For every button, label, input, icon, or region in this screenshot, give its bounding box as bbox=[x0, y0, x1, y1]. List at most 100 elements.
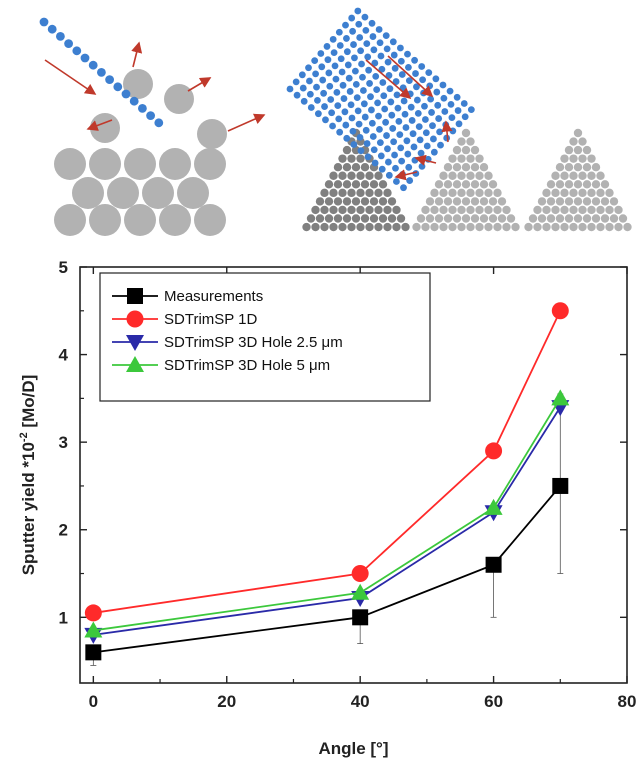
ion-particle bbox=[400, 97, 408, 105]
pyramid-particle bbox=[564, 214, 574, 223]
ion-particle bbox=[392, 78, 400, 85]
ion-particle bbox=[350, 41, 357, 48]
ion-particle bbox=[441, 108, 449, 115]
pyramid-particle bbox=[614, 222, 623, 232]
legend-box bbox=[99, 272, 431, 402]
pyramid-particle bbox=[383, 222, 392, 232]
ion-particle bbox=[373, 86, 381, 94]
ion-particle bbox=[363, 40, 371, 48]
pyramid-particle bbox=[365, 171, 374, 180]
ion-particle bbox=[387, 98, 395, 106]
ion-particle bbox=[397, 57, 405, 65]
pyramid-particle bbox=[425, 197, 435, 206]
pyramid-particle bbox=[430, 188, 439, 198]
pyramid-particle bbox=[324, 180, 334, 189]
pyramid-particle bbox=[315, 214, 325, 223]
pyramid-particle bbox=[430, 205, 439, 215]
y-tick-label: 3 bbox=[59, 433, 68, 452]
ion-particle bbox=[367, 93, 374, 101]
pyramid-particle bbox=[448, 154, 457, 163]
pyramid-particle bbox=[333, 180, 343, 189]
ion-particle bbox=[454, 107, 462, 114]
ion-particle bbox=[298, 71, 306, 79]
ion-particle bbox=[325, 69, 333, 77]
pyramid-particle bbox=[484, 205, 493, 215]
pyramid-particle bbox=[488, 180, 498, 189]
ion-particle bbox=[358, 60, 365, 68]
pyramid-particle bbox=[452, 180, 462, 189]
pyramid-particle bbox=[396, 214, 406, 223]
ion-particle bbox=[448, 114, 456, 122]
ion-particle bbox=[418, 63, 426, 70]
pyramid-particle bbox=[591, 180, 601, 189]
ion-particle bbox=[362, 126, 370, 134]
data-point bbox=[84, 604, 102, 622]
series-measurements bbox=[85, 393, 569, 666]
pyramid-particle bbox=[356, 154, 365, 163]
ion-particle bbox=[340, 95, 348, 102]
pyramid-particle bbox=[524, 222, 533, 232]
pyramid-particle bbox=[591, 197, 601, 206]
pyramid-particle bbox=[329, 171, 338, 180]
ion-particle bbox=[329, 35, 337, 43]
legend-label: Measurements bbox=[164, 288, 263, 305]
x-axis-ticks: 0 20 40 60 80 bbox=[89, 267, 636, 711]
ion-particle bbox=[405, 163, 413, 171]
pyramid-particle bbox=[578, 188, 587, 198]
ion-particle bbox=[97, 68, 106, 77]
pyramid-particle bbox=[560, 188, 569, 198]
ion-particle bbox=[354, 107, 362, 115]
ion-particle bbox=[434, 101, 442, 109]
legend: Measurements SDTrimSP 1D SDTrimSP 3D Hole … bbox=[99, 272, 431, 402]
pyramid-particle bbox=[311, 222, 320, 232]
legend-item: SDTrimSP 1D bbox=[112, 310, 258, 328]
pyramid-particle bbox=[392, 205, 401, 215]
ion-particle bbox=[64, 39, 73, 48]
ion-particle bbox=[328, 109, 336, 117]
pyramid-particle bbox=[443, 214, 453, 223]
ion-particle bbox=[339, 81, 347, 89]
ion-particle bbox=[430, 148, 438, 156]
pyramid-particle bbox=[587, 154, 596, 163]
pyramid-particle bbox=[542, 222, 551, 232]
pyramid-particle bbox=[600, 214, 610, 223]
ion-particle bbox=[370, 146, 378, 154]
pyramid-particle bbox=[502, 222, 511, 232]
ion-particle bbox=[433, 88, 441, 96]
ion-particle bbox=[372, 72, 380, 80]
pyramid-particle bbox=[302, 222, 311, 232]
ion-particle bbox=[348, 114, 356, 122]
pyramid-particle bbox=[434, 214, 444, 223]
ion-particle bbox=[413, 96, 421, 104]
pyramid-particle bbox=[338, 171, 347, 180]
sputter-arrow bbox=[131, 41, 143, 68]
sputter-arrow bbox=[394, 169, 418, 181]
legend-item: Measurements bbox=[112, 288, 263, 305]
ion-particle bbox=[421, 102, 428, 110]
ion-particle bbox=[429, 122, 436, 130]
pyramid-particle bbox=[582, 163, 592, 172]
ion-particle bbox=[397, 44, 404, 52]
pyramid-particle bbox=[452, 214, 462, 223]
pyramid-particle bbox=[582, 180, 592, 189]
ion-particle bbox=[400, 184, 407, 192]
pyramid-particle bbox=[506, 214, 516, 223]
ion-particle bbox=[405, 63, 412, 71]
pyramid-particle bbox=[560, 154, 569, 163]
ion-particle bbox=[401, 110, 409, 118]
pyramid-particle bbox=[329, 188, 338, 198]
ion-particle bbox=[333, 88, 341, 96]
ion-particle bbox=[321, 103, 328, 110]
pyramid-particle bbox=[555, 163, 565, 172]
ion-particle bbox=[379, 79, 387, 86]
pyramid-particle bbox=[347, 188, 356, 198]
pyramid-particle bbox=[470, 197, 480, 206]
pyramid-particle bbox=[582, 197, 592, 206]
ion-particle bbox=[395, 117, 403, 125]
ion-particle bbox=[398, 71, 406, 78]
pyramid-particle bbox=[347, 222, 356, 232]
pyramid-particle bbox=[378, 180, 388, 189]
y-axis-ticks: 1 2 3 4 5 bbox=[59, 258, 627, 627]
ion-particle bbox=[414, 109, 422, 117]
sputter-arrow bbox=[387, 55, 434, 98]
